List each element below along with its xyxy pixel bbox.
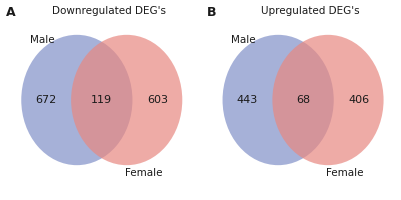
Text: Female: Female xyxy=(326,168,363,178)
Ellipse shape xyxy=(71,35,182,165)
Text: A: A xyxy=(6,6,16,19)
Text: 406: 406 xyxy=(348,95,370,105)
Text: 443: 443 xyxy=(236,95,257,105)
Ellipse shape xyxy=(223,35,334,165)
Text: Upregulated DEG's: Upregulated DEG's xyxy=(261,6,360,16)
Text: Male: Male xyxy=(231,35,256,45)
Text: Male: Male xyxy=(30,35,55,45)
Text: Female: Female xyxy=(125,168,162,178)
Text: 119: 119 xyxy=(91,95,112,105)
Ellipse shape xyxy=(272,35,384,165)
Text: 68: 68 xyxy=(296,95,310,105)
Text: Downregulated DEG's: Downregulated DEG's xyxy=(53,6,166,16)
Text: 672: 672 xyxy=(35,95,57,105)
Text: B: B xyxy=(207,6,217,19)
Ellipse shape xyxy=(21,35,132,165)
Text: 603: 603 xyxy=(147,95,168,105)
